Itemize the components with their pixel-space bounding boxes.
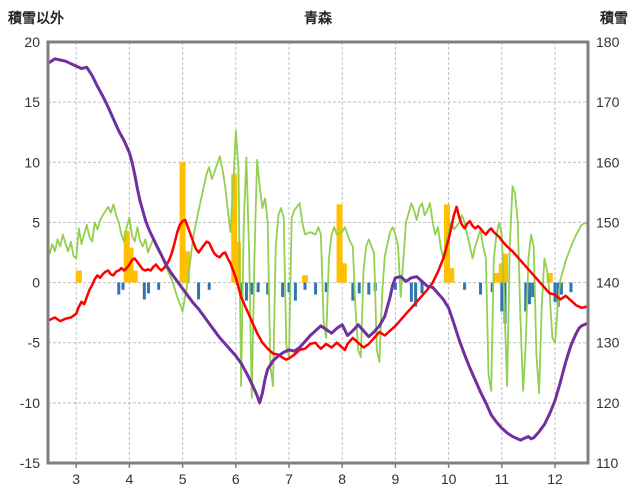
svg-text:3: 3 xyxy=(72,471,80,487)
chart-title: 青森 xyxy=(304,10,332,26)
svg-text:8: 8 xyxy=(338,471,346,487)
svg-text:160: 160 xyxy=(596,154,620,170)
svg-text:10: 10 xyxy=(441,471,457,487)
svg-text:0: 0 xyxy=(32,275,40,291)
left-axis-title: 積雪以外 xyxy=(8,10,64,26)
svg-text:15: 15 xyxy=(24,94,40,110)
right-axis-title: 積雪 xyxy=(600,10,628,26)
svg-text:7: 7 xyxy=(285,471,293,487)
svg-text:5: 5 xyxy=(32,214,40,230)
svg-text:10: 10 xyxy=(24,154,40,170)
svg-text:-5: -5 xyxy=(28,335,41,351)
svg-text:120: 120 xyxy=(596,395,620,411)
svg-text:150: 150 xyxy=(596,214,620,230)
svg-text:110: 110 xyxy=(596,455,619,471)
svg-text:170: 170 xyxy=(596,94,620,110)
svg-text:130: 130 xyxy=(596,335,620,351)
svg-text:5: 5 xyxy=(179,471,187,487)
svg-text:4: 4 xyxy=(126,471,134,487)
svg-text:11: 11 xyxy=(495,471,510,487)
svg-text:6: 6 xyxy=(232,471,240,487)
svg-text:20: 20 xyxy=(24,34,40,50)
svg-text:9: 9 xyxy=(392,471,400,487)
svg-text:140: 140 xyxy=(596,275,620,291)
svg-text:-15: -15 xyxy=(20,455,40,471)
svg-text:-10: -10 xyxy=(20,395,40,411)
svg-text:12: 12 xyxy=(547,471,563,487)
svg-text:180: 180 xyxy=(596,34,620,50)
